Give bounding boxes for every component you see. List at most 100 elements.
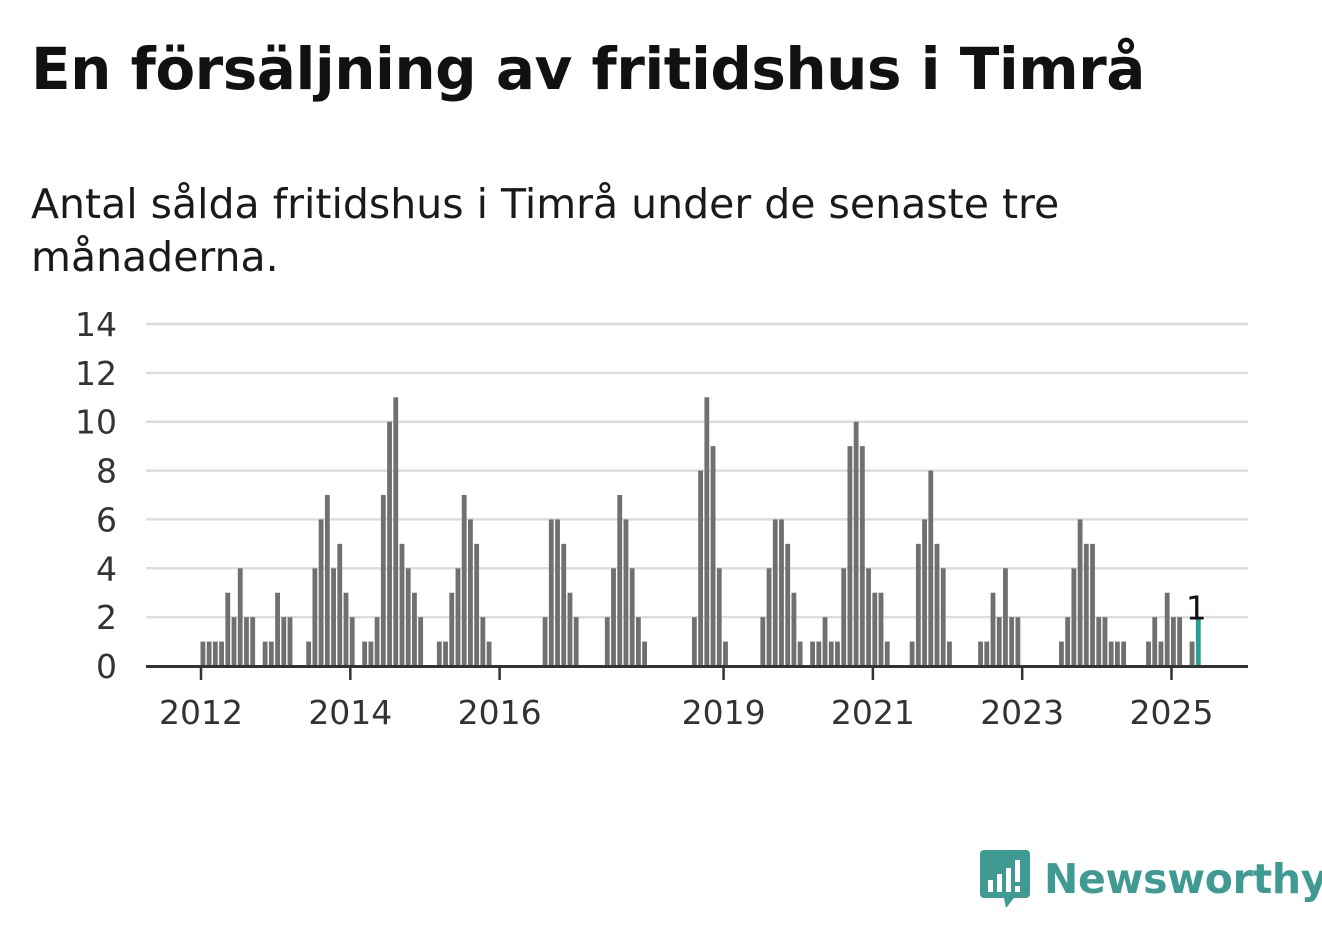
- bar-93: [704, 397, 710, 666]
- bar-70: [561, 543, 567, 666]
- bar-13: [206, 641, 212, 666]
- bar-96: [723, 641, 728, 666]
- bar-41: [380, 495, 386, 666]
- bar-95: [716, 568, 722, 666]
- bar-83: [642, 641, 648, 666]
- bar-92: [698, 470, 704, 666]
- bar-58: [486, 641, 492, 666]
- bar-117: [853, 421, 859, 666]
- bar-40: [374, 617, 380, 666]
- bar-152: [1071, 568, 1077, 666]
- bar-32: [324, 495, 330, 666]
- bar-108: [797, 641, 803, 666]
- y-tick-label-4: 4: [96, 549, 117, 588]
- bar-102: [760, 617, 766, 666]
- bar-91: [691, 617, 697, 666]
- bar-139: [990, 592, 996, 666]
- bar-111: [816, 641, 822, 666]
- bar-118: [859, 446, 865, 666]
- bar-113: [828, 641, 834, 666]
- x-tick-label-2021: 2021: [831, 693, 915, 732]
- bar-33: [331, 568, 336, 666]
- bar-155: [1090, 543, 1095, 666]
- bar-56: [474, 543, 480, 666]
- bar-81: [629, 568, 635, 666]
- bar-19: [244, 617, 249, 666]
- y-tick-label-10: 10: [75, 403, 117, 442]
- brand-logo: Newsworthy: [980, 850, 1322, 908]
- y-tick-label-0: 0: [96, 647, 117, 686]
- y-tick-label-8: 8: [96, 452, 117, 491]
- bar-131: [940, 568, 946, 666]
- bar-105: [779, 519, 784, 666]
- bar-55: [468, 519, 473, 666]
- bar-71: [567, 592, 573, 666]
- bar-82: [635, 617, 641, 666]
- bar-115: [841, 568, 847, 666]
- bar-94: [710, 446, 716, 666]
- bar-154: [1083, 543, 1089, 666]
- bar-137: [978, 641, 983, 666]
- bar-24: [275, 592, 280, 666]
- bar-172: [1195, 617, 1201, 666]
- bar-42: [387, 421, 392, 666]
- newsworthy-logo-icon: [980, 850, 1030, 908]
- bar-30: [312, 568, 318, 666]
- bar-159: [1115, 641, 1120, 666]
- bar-12: [200, 641, 206, 666]
- bar-119: [866, 568, 871, 666]
- bar-138: [984, 641, 990, 666]
- bar-129: [928, 470, 934, 666]
- bar-153: [1077, 519, 1083, 666]
- bar-22: [262, 641, 268, 666]
- x-tick-label-2012: 2012: [159, 693, 243, 732]
- bar-67: [542, 617, 548, 666]
- bar-120: [872, 592, 878, 666]
- bar-126: [909, 641, 915, 666]
- bar-80: [623, 519, 629, 666]
- bar-132: [947, 641, 952, 666]
- bar-110: [810, 641, 815, 666]
- bar-36: [349, 617, 355, 666]
- bar-68: [548, 519, 554, 666]
- bar-121: [878, 592, 884, 666]
- bar-20: [250, 617, 256, 666]
- bar-18: [237, 568, 243, 666]
- bar-57: [480, 617, 486, 666]
- bar-47: [418, 617, 424, 666]
- bar-69: [555, 519, 560, 666]
- bar-141: [1003, 568, 1008, 666]
- bar-51: [443, 641, 448, 666]
- bar-122: [884, 641, 890, 666]
- annotation-label: 1: [1186, 589, 1207, 628]
- chart-subtitle: Antal sålda fritidshus i Timrå under de …: [31, 180, 1060, 282]
- bar-166: [1158, 641, 1164, 666]
- bar-23: [268, 641, 274, 666]
- y-tick-label-12: 12: [75, 354, 117, 393]
- bar-45: [405, 568, 411, 666]
- bar-130: [934, 543, 940, 666]
- x-tick-label-2023: 2023: [980, 693, 1064, 732]
- bar-140: [996, 617, 1002, 666]
- bar-72: [573, 617, 579, 666]
- y-tick-label-14: 14: [75, 305, 117, 344]
- bar-114: [835, 641, 840, 666]
- bar-157: [1102, 617, 1108, 666]
- bar-39: [368, 641, 374, 666]
- bar-44: [399, 543, 405, 666]
- bar-53: [455, 568, 461, 666]
- bar-104: [772, 519, 778, 666]
- x-tick-label-2019: 2019: [682, 693, 766, 732]
- bar-17: [231, 617, 237, 666]
- bar-167: [1164, 592, 1170, 666]
- y-tick-label-6: 6: [96, 500, 117, 539]
- bar-103: [766, 568, 772, 666]
- bar-143: [1015, 617, 1021, 666]
- bar-151: [1065, 617, 1071, 666]
- bar-34: [337, 543, 343, 666]
- x-tick-label-2014: 2014: [308, 693, 392, 732]
- bar-127: [915, 543, 921, 666]
- bar-16: [225, 592, 231, 666]
- bar-128: [922, 519, 927, 666]
- x-tick-label-2025: 2025: [1130, 693, 1214, 732]
